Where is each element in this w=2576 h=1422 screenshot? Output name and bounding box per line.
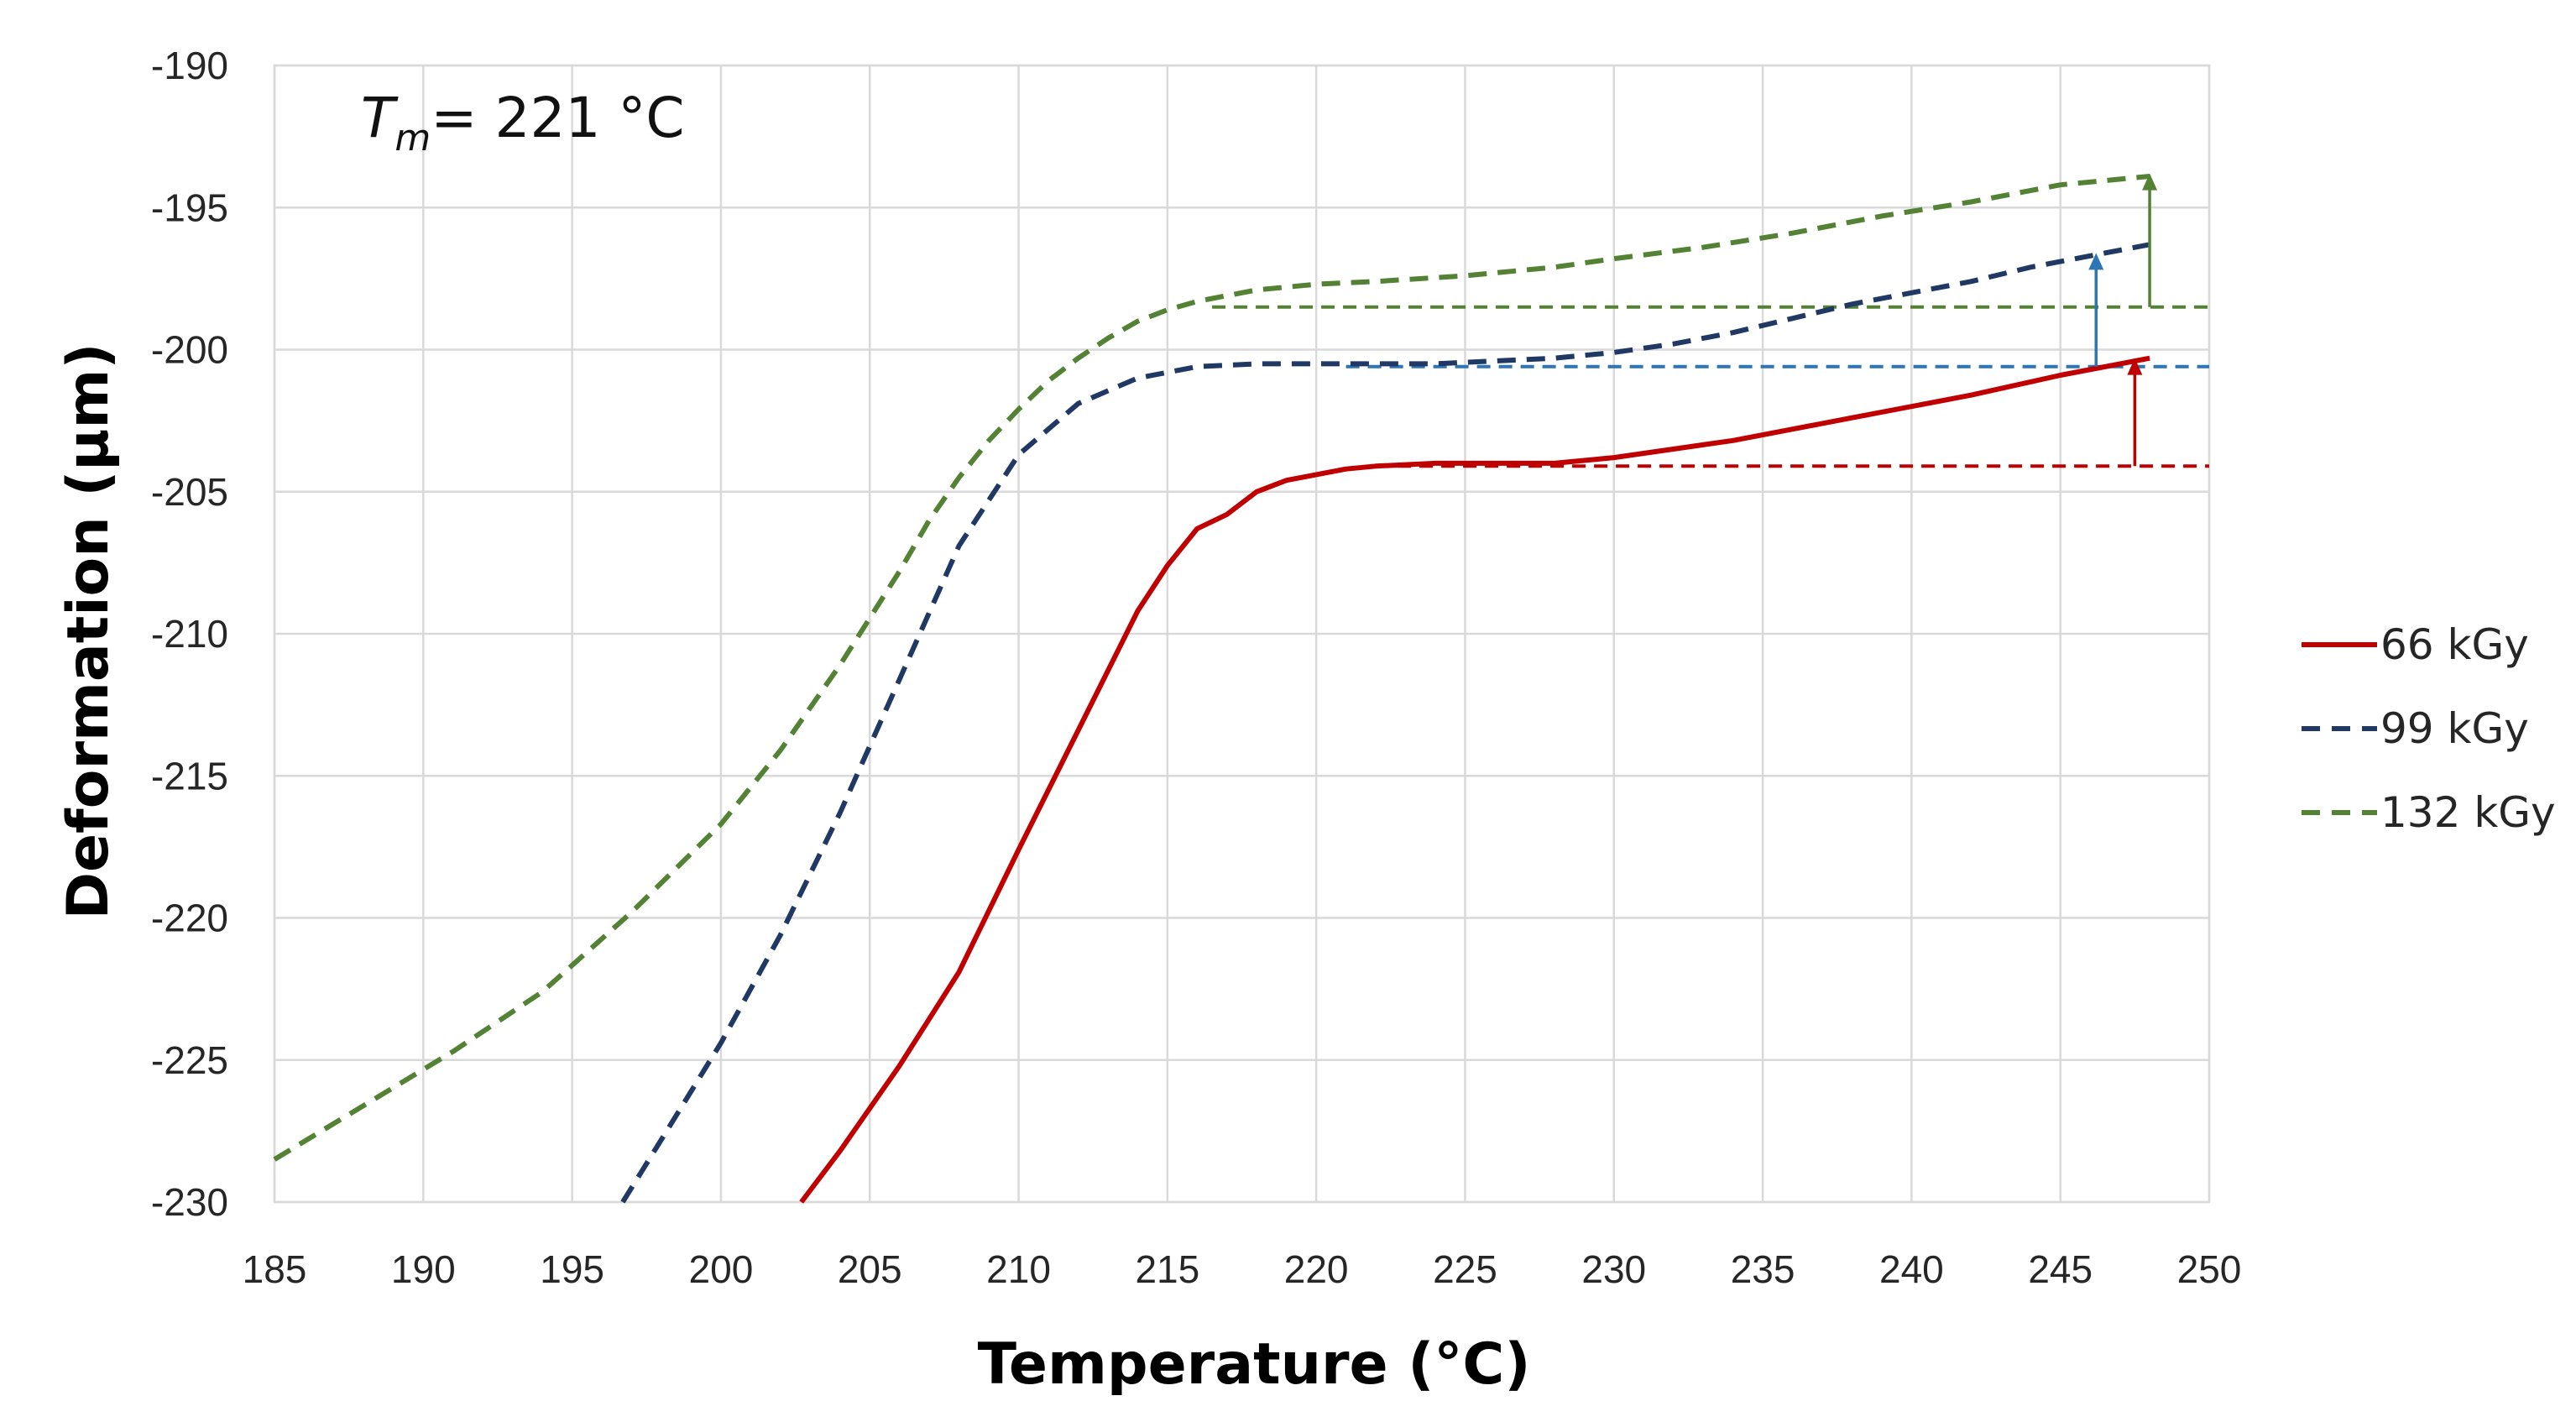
melting-temperature-annotation: Tm= 221 °C [361,86,685,159]
y-tick-label: -225 [151,1038,228,1082]
legend-label: 66 kGy [2380,620,2529,669]
x-tick-label: 240 [1879,1247,1944,1291]
arrow-head [2142,173,2158,191]
series-line [799,355,2150,1204]
y-tick-label: -195 [151,186,228,229]
x-tick-label: 185 [243,1247,307,1291]
y-tick-labels: -190 -195 -200 -205 -210 -215 -220 -225 -230 [151,44,228,1224]
x-tick-label: 205 [838,1247,902,1291]
y-axis-title: Deformation (µm) [55,343,122,920]
legend-label: 99 kGy [2380,704,2529,753]
x-tick-labels: 185 190 195 200 205 210 215 220 225 230 235 240 245 2… [243,1247,2242,1291]
change-arrows [2088,173,2158,467]
y-tick-label: -200 [151,328,228,372]
series-line [620,242,2150,1204]
series-lines [273,174,2150,1204]
x-tick-label: 210 [986,1247,1051,1291]
x-tick-label: 190 [391,1247,456,1291]
x-axis-title: Temperature (°C) [978,1331,1531,1398]
annotation-value: = 221 °C [431,86,684,150]
x-tick-label: 200 [689,1247,754,1291]
legend-label: 132 kGy [2380,788,2556,837]
y-tick-label: -215 [151,754,228,797]
x-tick-label: 195 [540,1247,604,1291]
annotation-symbol: T [361,86,399,150]
y-tick-label: -205 [151,470,228,514]
x-tick-label: 235 [1731,1247,1795,1291]
grid [273,64,2211,1204]
x-tick-label: 230 [1581,1247,1646,1291]
reference-lines [1212,305,2209,468]
x-tick-label: 215 [1135,1247,1199,1291]
y-tick-label: -190 [151,44,228,87]
x-tick-label: 220 [1284,1247,1349,1291]
annotation-subscript: m [394,117,431,159]
arrow-head [2127,358,2143,375]
arrow-head [2088,253,2104,270]
legend: 66 kGy 99 kGy 132 kGy [2302,620,2556,837]
y-tick-label: -210 [151,612,228,656]
y-tick-label: -230 [151,1180,228,1224]
plot-frame [273,64,2211,1204]
x-tick-label: 225 [1433,1247,1497,1291]
series-line [273,174,2150,1162]
y-tick-label: -220 [151,897,228,940]
x-tick-label: 245 [2028,1247,2093,1291]
x-tick-label: 250 [2177,1247,2242,1291]
